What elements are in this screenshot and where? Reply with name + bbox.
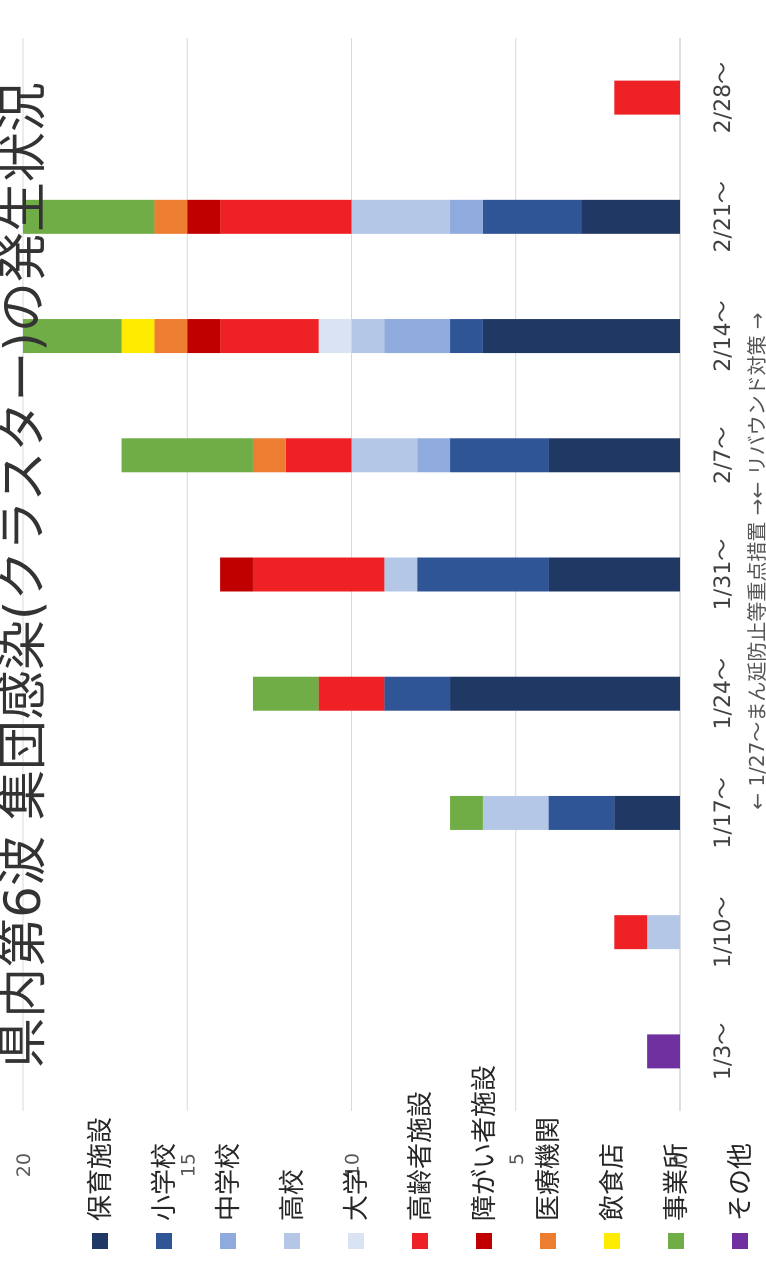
legend-label: 事業所 (662, 1143, 692, 1221)
legend-swatch (412, 1233, 428, 1249)
bar-segment (450, 319, 483, 354)
bar-segment (647, 915, 681, 950)
legend-label: 障がい者施設 (470, 1065, 500, 1221)
legend-label: 高校 (278, 1169, 308, 1221)
bar-segment (23, 199, 155, 234)
legend-swatch (348, 1233, 364, 1249)
legend-swatch (668, 1233, 684, 1249)
tick-label: 15 (177, 1153, 199, 1177)
legend-swatch (604, 1233, 620, 1249)
bar-segment (482, 199, 582, 234)
legend-label: 医療機関 (534, 1117, 564, 1221)
legend-swatch (540, 1233, 556, 1249)
bar-segment (318, 319, 352, 354)
legend-swatch (284, 1233, 300, 1249)
legend-label: 高齢者施設 (406, 1091, 436, 1221)
tick-label: 5 (506, 1153, 528, 1165)
category-label: 1/24〜 (711, 658, 736, 729)
category-label: 1/31〜 (711, 539, 736, 610)
category-label: 2/21〜 (711, 181, 736, 252)
bar-segment (647, 1034, 681, 1069)
bar-segment (482, 319, 680, 354)
bar-segment (548, 557, 680, 592)
bar-segment (351, 199, 451, 234)
bar-segment (252, 676, 319, 711)
bar-segment (450, 199, 483, 234)
bar-segment (482, 795, 549, 830)
bar-segment (121, 438, 253, 473)
bar-segment (285, 438, 352, 473)
bar-segment (318, 676, 385, 711)
tick-label: 10 (342, 1153, 364, 1177)
bar-segment (450, 795, 483, 830)
bar-segment (154, 199, 188, 234)
bar-segment (450, 438, 549, 473)
category-label: 1/3〜 (711, 1023, 736, 1080)
bar-segment (614, 795, 680, 830)
bar-segment (614, 915, 648, 950)
period-annotation: ← 1/27〜まん延防止等重点措置 →← リバウンド対策 → (745, 312, 766, 809)
legend-swatch (732, 1233, 748, 1249)
bar-segment (154, 319, 188, 354)
category-labels: 1/3〜 1/10〜 1/17〜 1/24〜 1/31〜 2/7〜 2/14〜 2/21〜 2/… (711, 62, 736, 1080)
bar-segment (220, 557, 253, 592)
axis-ticks: 0 5 10 15 20 (13, 1153, 692, 1177)
legend-label: その他 (726, 1143, 756, 1221)
category-label: 1/10〜 (711, 896, 736, 967)
chart-rotated-frame: 0 5 10 15 20 1/3〜 1/10〜 1/17〜 1/24〜 1/31〜 2/7〜 2/1… (0, 38, 766, 1249)
legend: 保育施設 小学校 中学校 高校 大学 高齢者施設 障がい者施設 医療機関 飲食店 事業所 その他 (86, 1065, 756, 1249)
bar-segment (220, 319, 319, 354)
chart-title: 県内第6波 集団感染(クラスター)の発生状況 (0, 82, 52, 1068)
bar-segment (581, 199, 681, 234)
legend-swatch (220, 1233, 236, 1249)
bar-segment (351, 319, 385, 354)
bar-segment (220, 199, 352, 234)
legend-label: 飲食店 (598, 1143, 628, 1221)
bar-segment (614, 80, 680, 115)
category-label: 2/7〜 (711, 427, 736, 484)
tick-label: 0 (670, 1153, 692, 1165)
legend-label: 大学 (342, 1169, 372, 1221)
tick-label: 20 (13, 1153, 35, 1177)
legend-label: 小学校 (150, 1143, 180, 1221)
bar-segment (384, 676, 451, 711)
bar-segment (384, 557, 418, 592)
bar-segment (187, 319, 221, 354)
bar-segment (252, 557, 385, 592)
legend-label: 保育施設 (86, 1117, 116, 1221)
category-label: 2/28〜 (711, 62, 736, 133)
legend-swatch (92, 1233, 108, 1249)
bars (23, 80, 681, 1069)
bar-segment (417, 438, 451, 473)
category-label: 1/17〜 (711, 777, 736, 848)
legend-swatch (156, 1233, 172, 1249)
bar-segment (121, 319, 155, 354)
bar-segment (417, 557, 549, 592)
category-label: 2/14〜 (711, 300, 736, 371)
legend-swatch (476, 1233, 492, 1249)
bar-segment (23, 319, 122, 354)
bar-segment (548, 438, 680, 473)
legend-label: 中学校 (214, 1143, 244, 1221)
bar-segment (450, 676, 680, 711)
bar-segment (187, 199, 221, 234)
bar-segment (384, 319, 451, 354)
bar-segment (548, 795, 615, 830)
bar-segment (351, 438, 418, 473)
bar-segment (252, 438, 286, 473)
